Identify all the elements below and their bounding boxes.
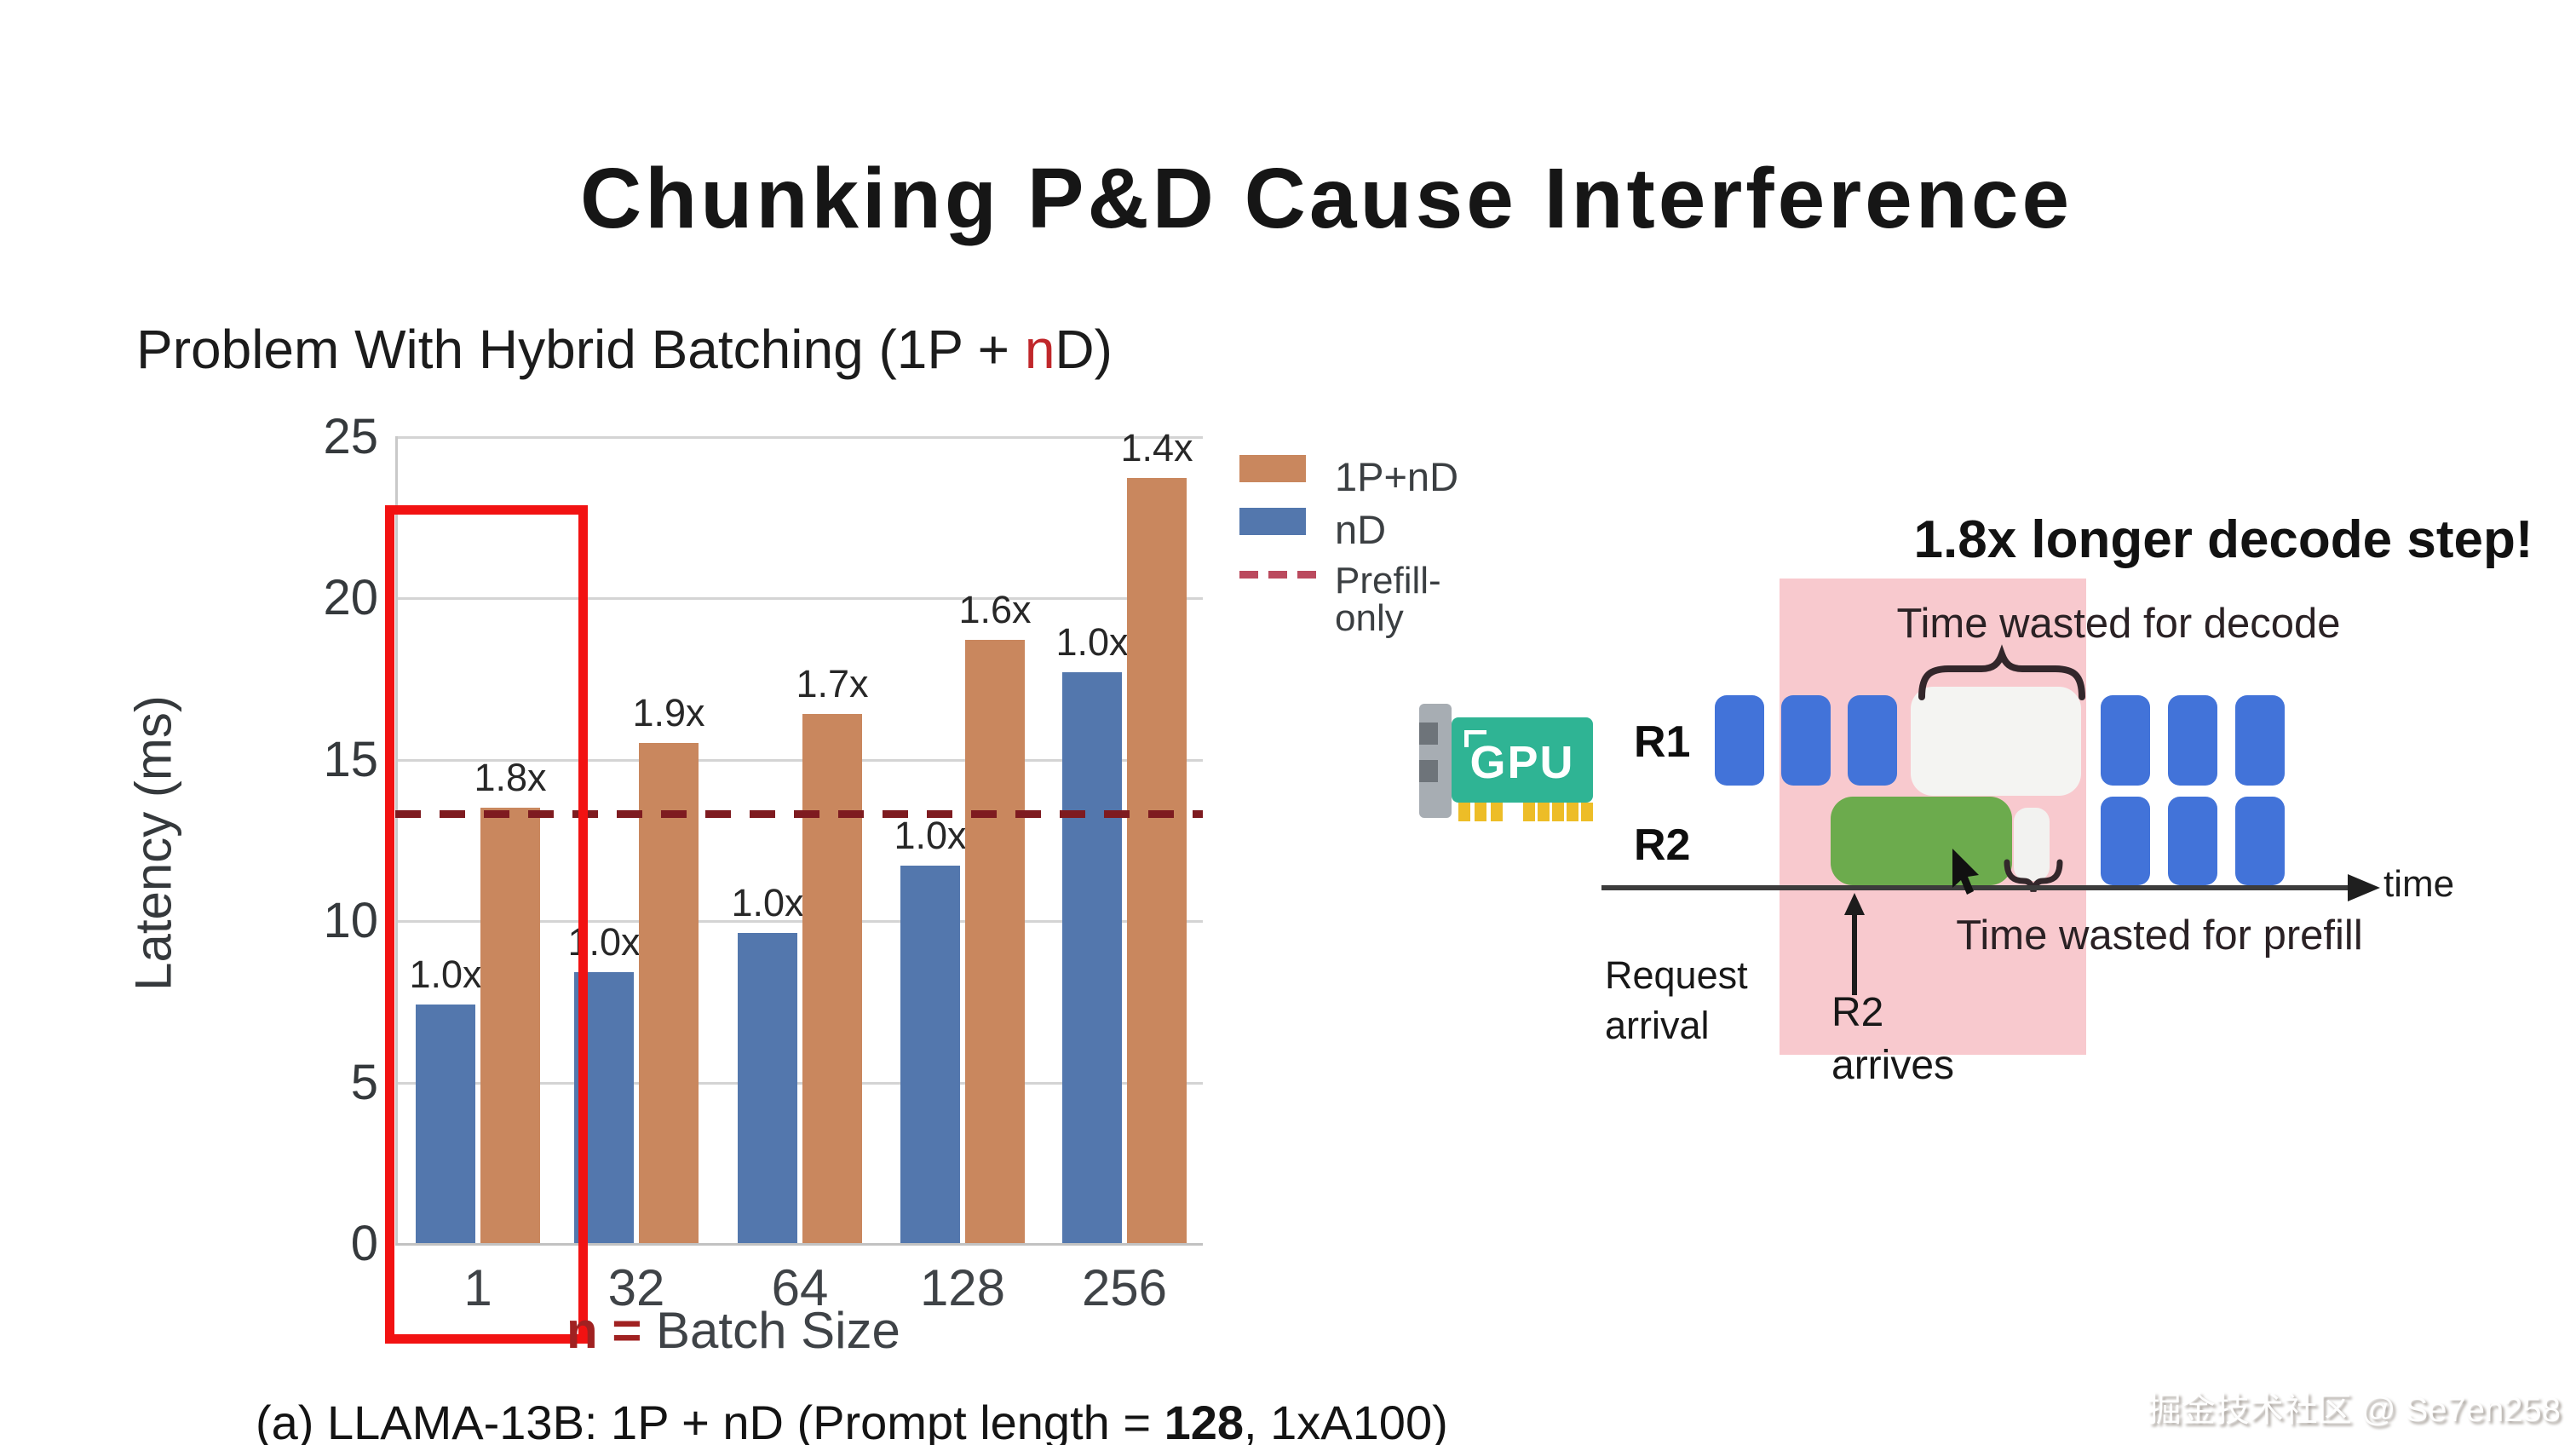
bar-label-nd-batch-256: 1.0x bbox=[1055, 620, 1129, 664]
gpu-icon-bracket-notch bbox=[1419, 760, 1438, 782]
subtitle-highlight-n: n bbox=[1024, 319, 1055, 380]
request-arrival-line1: Request bbox=[1605, 953, 1748, 997]
bar-1pnd-batch-256 bbox=[1127, 478, 1187, 1243]
legend-dash-prefill-only bbox=[1239, 571, 1320, 579]
gpu-icon-pin bbox=[1581, 803, 1593, 821]
bar-nd-batch-64 bbox=[738, 933, 797, 1243]
x-axis-annotation: n = Batch Size bbox=[566, 1305, 900, 1356]
chart-caption: (a) LLAMA-13B: 1P + nD (Prompt length = … bbox=[256, 1394, 1448, 1445]
y-tick-20: 20 bbox=[323, 570, 378, 626]
request-arrival-label: Request arrival bbox=[1605, 951, 1748, 1051]
watermark: 掘金技术社区 @ Se7en258 bbox=[2147, 1391, 2561, 1429]
bar-label-1pnd-batch-1: 1.8x bbox=[474, 756, 547, 799]
x-tick-32: 32 bbox=[607, 1259, 665, 1316]
bar-label-1pnd-batch-128: 1.6x bbox=[958, 588, 1032, 631]
x-tick-128: 128 bbox=[919, 1259, 1006, 1316]
gpu-icon-pin bbox=[1475, 803, 1486, 821]
prefill-waste-note: Time wasted for prefill bbox=[1956, 912, 2363, 959]
bar-label-1pnd-batch-32: 1.9x bbox=[632, 691, 705, 734]
gridline-10 bbox=[395, 920, 1203, 924]
chart-subtitle: Problem With Hybrid Batching (1P + nD) bbox=[136, 317, 1113, 383]
legend-swatch-nd bbox=[1239, 508, 1306, 535]
batch-size-label: Batch Size bbox=[656, 1302, 900, 1359]
bar-1pnd-batch-32 bbox=[639, 743, 699, 1243]
y-axis-spine bbox=[395, 436, 398, 1243]
bar-label-1pnd-batch-64: 1.7x bbox=[796, 662, 869, 705]
subtitle-prefix: Problem With Hybrid Batching (1P + bbox=[136, 319, 1025, 380]
r1-decode-block bbox=[1781, 695, 1831, 786]
legend-label-nd: nD bbox=[1335, 507, 1387, 552]
r1-decode-block bbox=[1848, 695, 1897, 786]
gpu-icon-pin bbox=[1458, 803, 1470, 821]
r1-decode-block bbox=[2101, 695, 2150, 786]
time-axis-label: time bbox=[2383, 863, 2455, 905]
x-axis-baseline bbox=[395, 1243, 1203, 1246]
gpu-icon-pin bbox=[1538, 803, 1550, 821]
caption-bold-128: 128 bbox=[1164, 1396, 1245, 1445]
r2-arrives-label: R2 arrives bbox=[1831, 987, 1954, 1093]
decode-waste-note: Time wasted for decode bbox=[1896, 601, 2341, 647]
legend-label-prefill-only: Prefill-only bbox=[1335, 560, 1441, 639]
gpu-icon-pin bbox=[1567, 803, 1578, 821]
gridline-25 bbox=[395, 436, 1203, 439]
decode-step-heading: 1.8x longer decode step! bbox=[1913, 510, 2533, 569]
legend-swatch-1pnd bbox=[1239, 455, 1306, 482]
bar-label-1pnd-batch-256: 1.4x bbox=[1120, 426, 1193, 469]
x-tick-64: 64 bbox=[771, 1259, 829, 1316]
page-title: Chunking P&D Cause Interference bbox=[579, 151, 2073, 246]
y-tick-5: 5 bbox=[350, 1054, 378, 1110]
r2-decode-block bbox=[2101, 797, 2150, 885]
gpu-icon-bracket-notch bbox=[1419, 722, 1438, 745]
gpu-icon-shine bbox=[1464, 730, 1469, 747]
gpu-icon-text: GPU bbox=[1469, 737, 1575, 788]
y-tick-25: 25 bbox=[323, 409, 378, 464]
row-label-r1: R1 bbox=[1634, 717, 1691, 767]
gpu-icon-pin bbox=[1523, 803, 1535, 821]
bar-1pnd-batch-1 bbox=[480, 808, 540, 1243]
bar-label-nd-batch-64: 1.0x bbox=[731, 881, 804, 924]
r2-sliver-block bbox=[2014, 808, 2050, 881]
r2-prefill-block bbox=[1831, 797, 2012, 885]
gridline-20 bbox=[395, 597, 1203, 601]
bar-1pnd-batch-128 bbox=[965, 640, 1025, 1243]
x-tick-256: 256 bbox=[1081, 1259, 1168, 1316]
gpu-icon-pin bbox=[1552, 803, 1564, 821]
r1-decode-block bbox=[1715, 695, 1764, 786]
r2-decode-block bbox=[2168, 797, 2217, 885]
n-equals-red: n = bbox=[566, 1302, 657, 1359]
caption-pre: (a) LLAMA-13B: 1P + nD (Prompt length = bbox=[256, 1396, 1164, 1445]
x-tick-1: 1 bbox=[463, 1259, 492, 1316]
y-tick-0: 0 bbox=[350, 1216, 378, 1271]
r2-arrives-line1: R2 bbox=[1831, 990, 1884, 1035]
caption-post: , 1xA100) bbox=[1244, 1396, 1448, 1445]
gpu-icon-pin bbox=[1491, 803, 1503, 821]
gridline-5 bbox=[395, 1081, 1203, 1085]
r1-decode-block bbox=[2235, 695, 2285, 786]
legend-label-1pnd: 1P+nD bbox=[1335, 454, 1459, 499]
bar-nd-batch-256 bbox=[1062, 672, 1122, 1243]
y-tick-15: 15 bbox=[323, 731, 378, 787]
r2-decode-block bbox=[2235, 797, 2285, 885]
y-tick-10: 10 bbox=[323, 893, 378, 949]
gpu-icon-shine bbox=[1464, 730, 1486, 734]
gridline-15 bbox=[395, 758, 1203, 762]
r1-decode-block bbox=[2168, 695, 2217, 786]
row-label-r2: R2 bbox=[1634, 820, 1691, 870]
r2-arrives-line2: arrives bbox=[1831, 1043, 1955, 1089]
bar-1pnd-batch-64 bbox=[802, 714, 862, 1243]
bar-label-nd-batch-128: 1.0x bbox=[894, 814, 967, 857]
subtitle-suffix: D) bbox=[1055, 319, 1113, 380]
r1-stall-block bbox=[1911, 687, 2081, 796]
highlight-box-batch-1 bbox=[385, 505, 588, 1344]
prefill-only-dashed-line bbox=[395, 810, 1203, 818]
bar-nd-batch-128 bbox=[900, 866, 960, 1243]
request-arrival-line2: arrival bbox=[1605, 1003, 1710, 1047]
bar-nd-batch-1 bbox=[416, 1005, 475, 1243]
bar-label-nd-batch-1: 1.0x bbox=[409, 953, 482, 996]
